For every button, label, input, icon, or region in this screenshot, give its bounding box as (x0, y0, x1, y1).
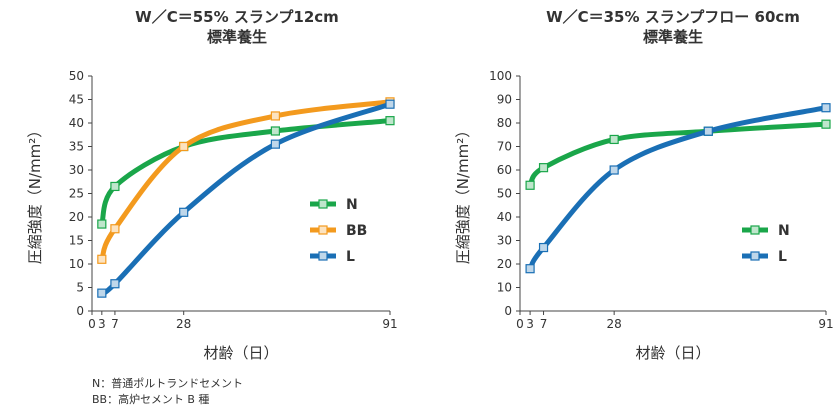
chart1-x-tick-label-1: 3 (98, 317, 106, 331)
chart2-legend-label-l: L (778, 249, 787, 265)
chart1-point-n-4 (385, 116, 395, 126)
chart2-point-n-2 (609, 134, 619, 145)
chart1-legend-label-bb: BB (346, 223, 367, 239)
chart2-point-n-4 (821, 119, 831, 129)
chart2-y-tick-label-1: 10 (497, 281, 512, 295)
chart2-point-l-0 (525, 264, 535, 274)
chart2-x-axis-label: 材齢（日） (635, 344, 710, 362)
legend-note-n: N：普通ポルトランドセメント (92, 377, 244, 390)
chart1-title: W／C＝55% スランプ12cm (135, 8, 339, 26)
chart2-point-n-1 (538, 163, 549, 173)
chart1-point-n-0 (97, 219, 107, 229)
chart1-y-tick-label-6: 30 (69, 163, 84, 177)
chart1-point-l-4 (385, 99, 395, 109)
chart1-subtitle: 標準養生 (207, 28, 267, 46)
chart1-x-tick-label-2: 7 (111, 317, 119, 331)
chart2-point-l-4 (821, 103, 831, 113)
chart2-x-tick-label-1: 3 (526, 317, 534, 331)
chart2-y-tick-label-3: 30 (497, 234, 512, 248)
chart1-y-tick-label-0: 0 (76, 304, 84, 318)
chart1-y-tick-label-5: 25 (69, 187, 84, 201)
chart1-x-tick-label-3: 28 (176, 317, 191, 331)
chart1-point-l-1 (110, 279, 120, 289)
chart1-y-tick-label-10: 50 (69, 69, 84, 83)
chart2-legend-marker-l (750, 251, 760, 261)
chart1-y-tick-label-4: 20 (69, 210, 84, 224)
chart1-x-tick-label-0: 0 (88, 317, 96, 331)
chart2-legend-label-n: N (778, 223, 790, 239)
chart1-y-tick-label-3: 15 (69, 234, 84, 248)
chart2-point-l-1 (538, 242, 549, 253)
chart2-y-tick-label-10: 100 (489, 69, 512, 83)
chart1-point-l-3 (270, 139, 280, 149)
chart2-subtitle: 標準養生 (643, 28, 703, 46)
chart1-point-l-0 (97, 288, 107, 298)
chart1-point-bb-2 (179, 141, 189, 152)
chart1-y-tick-label-9: 45 (69, 93, 84, 107)
chart1-point-bb-3 (270, 111, 280, 121)
chart2-y-axis-label: 圧縮強度（N/mm²） (454, 123, 472, 265)
chart2-series-line-n (527, 121, 829, 188)
chart2-y-tick-label-4: 40 (497, 210, 512, 224)
chart2-x-tick-label-3: 28 (607, 317, 622, 331)
chart1-y-tick-label-1: 5 (76, 281, 84, 295)
legend-note-bb: BB：高炉セメント B 種 (92, 393, 210, 406)
chart2-point-l-3 (703, 126, 713, 136)
chart2-y-tick-label-6: 60 (497, 163, 512, 177)
chart1-y-tick-label-2: 10 (69, 257, 84, 271)
chart2-y-tick-label-8: 80 (497, 116, 512, 130)
chart1-y-tick-label-8: 40 (69, 116, 84, 130)
chart1-point-n-3 (270, 126, 280, 136)
chart1-legend-label-l: L (346, 249, 355, 265)
chart1-y-axis-label: 圧縮強度（N/mm²） (26, 123, 44, 265)
chart1-x-tick-label-4: 91 (382, 317, 397, 331)
chart2-y-tick-label-9: 90 (497, 93, 512, 107)
chart2-point-n-0 (525, 180, 535, 190)
chart2-legend-marker-n (750, 225, 760, 235)
chart1-legend-marker-bb (318, 225, 328, 235)
chart1-x-axis-label: 材齢（日） (203, 344, 278, 362)
chart1-legend-marker-l (318, 251, 328, 261)
chart2-y-tick-label-5: 50 (497, 187, 512, 201)
chart1-point-n-1 (110, 181, 120, 192)
chart2-x-tick-label-0: 0 (516, 317, 524, 331)
chart1-point-bb-0 (97, 254, 107, 264)
chart1-legend-marker-n (318, 199, 328, 209)
chart2-title: W／C＝35% スランプフロー 60cm (546, 8, 800, 26)
chart2-point-l-2 (609, 165, 619, 175)
chart2-y-tick-label-2: 20 (497, 257, 512, 271)
chart2-y-tick-label-7: 70 (497, 140, 512, 154)
chart1-point-l-2 (179, 207, 189, 217)
chart1-point-bb-1 (110, 224, 120, 234)
chart1-legend-label-n: N (346, 197, 358, 213)
chart1-y-tick-label-7: 35 (69, 140, 84, 154)
chart2-x-tick-label-2: 7 (540, 317, 548, 331)
chart2-y-tick-label-0: 0 (504, 304, 512, 318)
chart2-x-tick-label-4: 91 (818, 317, 833, 331)
